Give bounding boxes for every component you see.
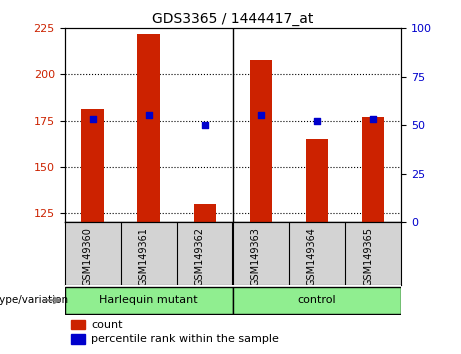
Point <box>313 119 321 124</box>
Text: GSM149362: GSM149362 <box>195 227 205 286</box>
Bar <box>71 320 85 330</box>
Bar <box>65 287 233 314</box>
Text: GSM149365: GSM149365 <box>363 227 373 286</box>
Point <box>201 122 208 128</box>
Text: control: control <box>298 295 336 305</box>
Title: GDS3365 / 1444417_at: GDS3365 / 1444417_at <box>152 12 313 26</box>
Text: genotype/variation: genotype/variation <box>0 295 68 305</box>
Point <box>369 116 377 122</box>
Text: Harlequin mutant: Harlequin mutant <box>100 295 198 305</box>
Bar <box>137 34 160 222</box>
Bar <box>233 287 401 314</box>
Text: GSM149361: GSM149361 <box>139 227 148 286</box>
Text: GSM149360: GSM149360 <box>83 227 93 286</box>
Point <box>145 113 152 118</box>
Point <box>89 116 96 122</box>
Bar <box>362 117 384 222</box>
Text: GSM149363: GSM149363 <box>251 227 261 286</box>
Text: percentile rank within the sample: percentile rank within the sample <box>91 334 279 344</box>
Bar <box>82 109 104 222</box>
Bar <box>71 334 85 344</box>
Point <box>257 113 265 118</box>
Text: GSM149364: GSM149364 <box>307 227 317 286</box>
Bar <box>250 60 272 222</box>
Bar <box>306 139 328 222</box>
Text: count: count <box>91 320 123 330</box>
Bar <box>194 204 216 222</box>
